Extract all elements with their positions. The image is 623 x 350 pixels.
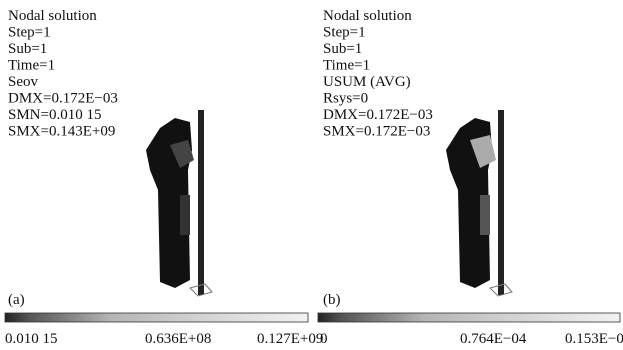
panel-label: (a) [8,292,25,308]
info-line: Nodal solution [8,8,97,24]
panel-label: (b) [323,292,341,308]
scale-label: 0.764E−04 [460,331,527,347]
info-line: DMX=0.172E−03 [8,91,118,107]
info-line: SMX=0.143E+09 [8,124,115,140]
info-line: Seov [8,74,39,90]
info-line: Time=1 [8,58,55,74]
info-line: Time=1 [323,58,370,74]
info-line: Rsys=0 [323,91,368,107]
info-line: SMX=0.172E−03 [323,124,430,140]
color-scale [318,313,620,322]
info-line: DMX=0.172E−03 [323,107,433,123]
info-line: Sub=1 [323,41,362,57]
scale-label: 0.636E+08 [145,331,211,347]
model-a [146,110,212,296]
info-line: USUM (AVG) [323,74,411,90]
scale-label: 0 [320,331,328,347]
model-b [446,110,512,296]
info-line: Step=1 [8,25,51,41]
info-line: Sub=1 [8,41,47,57]
info-line: Nodal solution [323,8,412,24]
info-line: SMN=0.010 15 [8,107,101,123]
info-line: Step=1 [323,25,366,41]
scale-label: 0.153E−03 [565,331,623,347]
color-scale [5,313,308,322]
figure: Nodal solutionStep=1Sub=1Time=1SeovDMX=0… [0,0,623,350]
scale-label: 0.127E+09 [257,331,323,347]
scale-label: 0.010 15 [5,331,58,347]
